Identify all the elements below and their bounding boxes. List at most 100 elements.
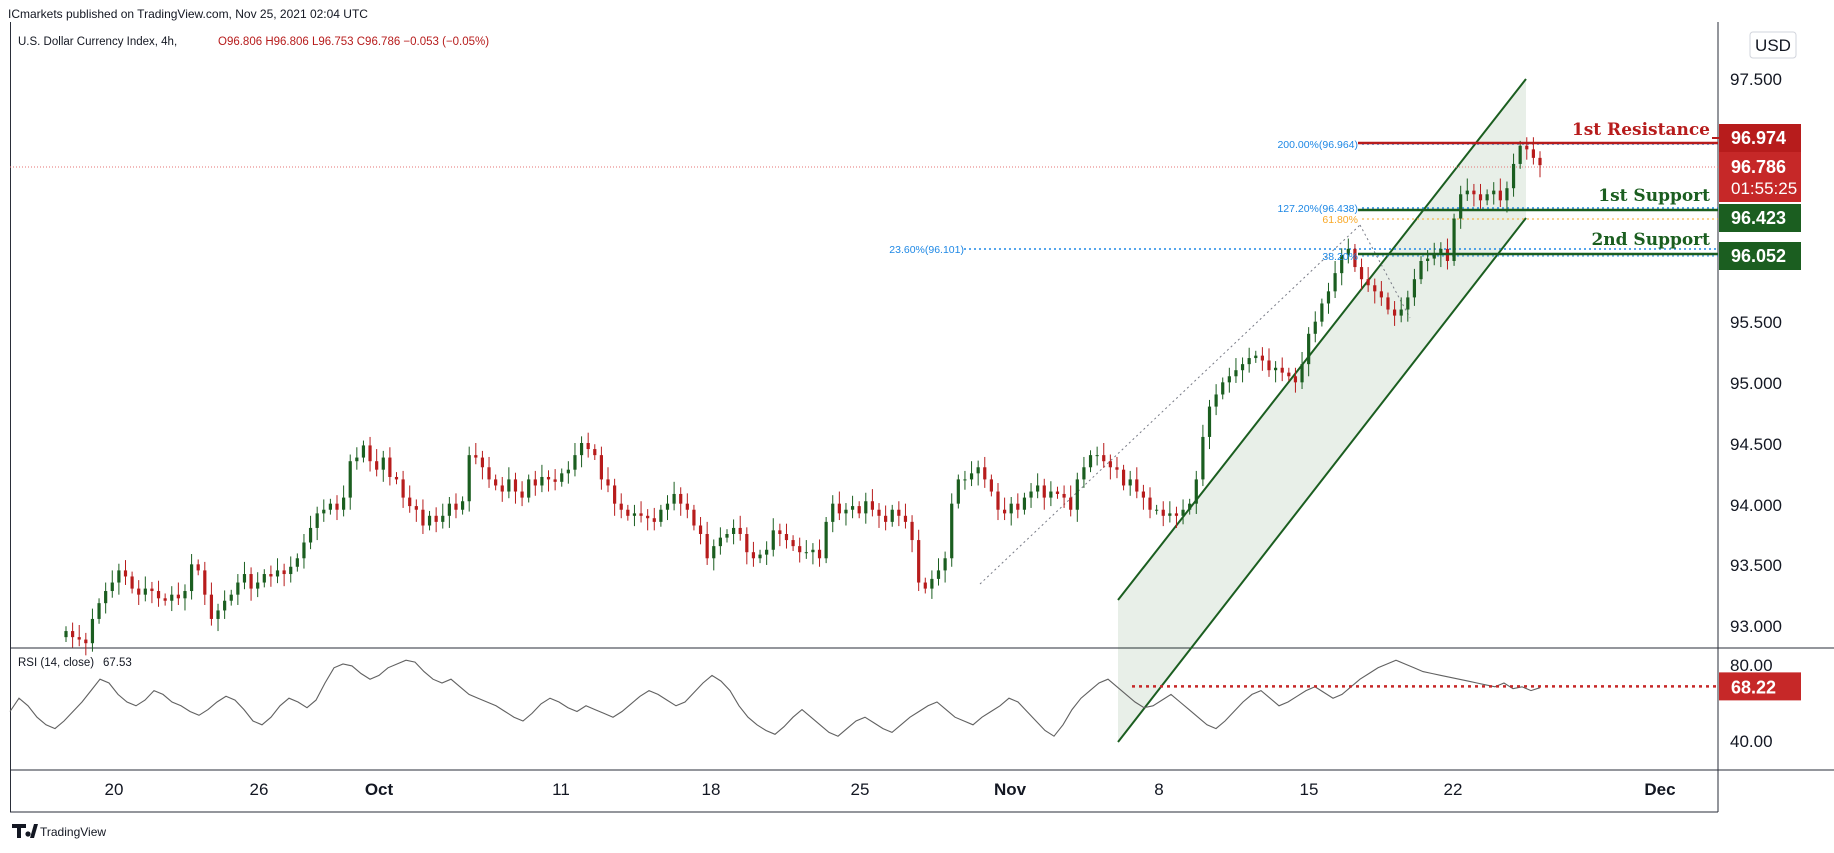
time-tick: 22 xyxy=(1444,780,1463,799)
candle-body xyxy=(1102,455,1106,462)
candle-body xyxy=(1459,194,1463,219)
candle-body xyxy=(1069,497,1073,510)
candle-body xyxy=(1036,485,1040,492)
price-tick: 95.500 xyxy=(1730,313,1782,332)
candle-body xyxy=(143,588,147,595)
candle-body xyxy=(1359,267,1364,280)
candle-body xyxy=(698,525,703,534)
candle-body xyxy=(427,515,432,526)
price-tag xyxy=(1719,152,1801,202)
currency-button[interactable]: USD xyxy=(1749,31,1797,59)
candle-body xyxy=(1274,367,1278,371)
candle-body xyxy=(923,582,927,589)
rsi-marker-tag xyxy=(1719,672,1801,701)
candle-body xyxy=(328,503,332,510)
time-tick: Dec xyxy=(1644,780,1675,799)
candle-body xyxy=(936,570,941,579)
candle-body xyxy=(791,540,795,547)
candle-body xyxy=(441,515,445,522)
candle-body xyxy=(1207,406,1212,437)
candle-body xyxy=(460,501,465,510)
candle-body xyxy=(1439,248,1443,255)
candle-body xyxy=(1128,479,1132,486)
candle-body xyxy=(1485,194,1489,201)
candle-body xyxy=(1221,382,1225,395)
candle-body xyxy=(903,515,908,522)
candle-body xyxy=(619,503,623,510)
candle-body xyxy=(831,503,835,522)
candle-body xyxy=(1009,503,1013,514)
candle-body xyxy=(963,479,967,481)
candle-body xyxy=(421,509,425,526)
candle-body xyxy=(1075,479,1079,510)
candle-body xyxy=(1300,364,1304,383)
level-label-3: 2nd Support xyxy=(1591,230,1710,250)
candle-body xyxy=(679,493,683,504)
candle-body xyxy=(1432,254,1436,259)
candle-body xyxy=(487,467,491,480)
candle-body xyxy=(527,479,531,498)
candle-body xyxy=(950,503,954,559)
candle-body xyxy=(930,578,934,589)
channel-fill xyxy=(1118,79,1526,742)
candle-body xyxy=(1426,258,1430,261)
candle-body xyxy=(302,542,306,559)
candle-body xyxy=(223,600,227,611)
candle-body xyxy=(1280,367,1284,373)
candle-body xyxy=(480,457,485,468)
candle-body xyxy=(1168,513,1172,516)
candle-body xyxy=(1174,513,1179,516)
candle-body xyxy=(1022,497,1027,510)
rsi-value: 67.53 xyxy=(103,657,132,669)
candle-body xyxy=(910,521,914,541)
candle-body xyxy=(725,534,729,538)
candle-body xyxy=(1538,157,1542,166)
candle-body xyxy=(870,501,875,510)
candle-body xyxy=(494,479,498,486)
candle-body xyxy=(1511,163,1516,189)
candle-body xyxy=(1379,291,1383,298)
candle-body xyxy=(289,566,293,575)
candle-body xyxy=(520,491,524,498)
candle-body xyxy=(123,570,128,577)
candle-body xyxy=(335,503,339,510)
candle-body xyxy=(196,564,200,571)
candle-body xyxy=(1148,497,1152,510)
candle-body xyxy=(236,582,240,595)
candle-body xyxy=(705,534,709,559)
candle-body xyxy=(1108,461,1112,468)
price-tag-text: 96.423 xyxy=(1731,208,1786,228)
candle-body xyxy=(1399,309,1403,316)
candle-body xyxy=(745,534,749,553)
candle-body xyxy=(1287,372,1291,377)
candle-body xyxy=(1307,333,1311,365)
candle-body xyxy=(1412,279,1417,298)
candle-body xyxy=(1260,355,1264,361)
candle-body xyxy=(375,461,379,470)
fib-label-236: 23.60%(96.101) xyxy=(889,244,964,256)
price-tag xyxy=(1719,204,1801,232)
tradingview-logo-text: TradingView xyxy=(40,825,106,839)
candle-body xyxy=(976,467,980,474)
candle-body xyxy=(573,455,577,470)
candle-body xyxy=(507,479,511,492)
price-tick: 97.500 xyxy=(1730,70,1782,89)
candle-body xyxy=(104,591,108,604)
rsi-marker-text: 68.22 xyxy=(1731,677,1776,697)
candle-body xyxy=(917,540,921,583)
candle-body xyxy=(996,491,1000,510)
price-tag xyxy=(1719,124,1801,152)
price-tick: 94.000 xyxy=(1730,496,1782,515)
candle-body xyxy=(388,457,392,477)
candle-body xyxy=(1478,194,1483,201)
candle-body xyxy=(1016,503,1020,510)
candle-body xyxy=(1472,190,1476,195)
candle-body xyxy=(566,469,570,474)
candle-body xyxy=(242,574,247,583)
candle-body xyxy=(77,637,81,640)
candle-body xyxy=(897,509,901,516)
price-tag-text: 96.974 xyxy=(1731,128,1786,148)
fib-label-618: 61.80% xyxy=(1322,214,1358,226)
candle-body xyxy=(751,552,756,559)
